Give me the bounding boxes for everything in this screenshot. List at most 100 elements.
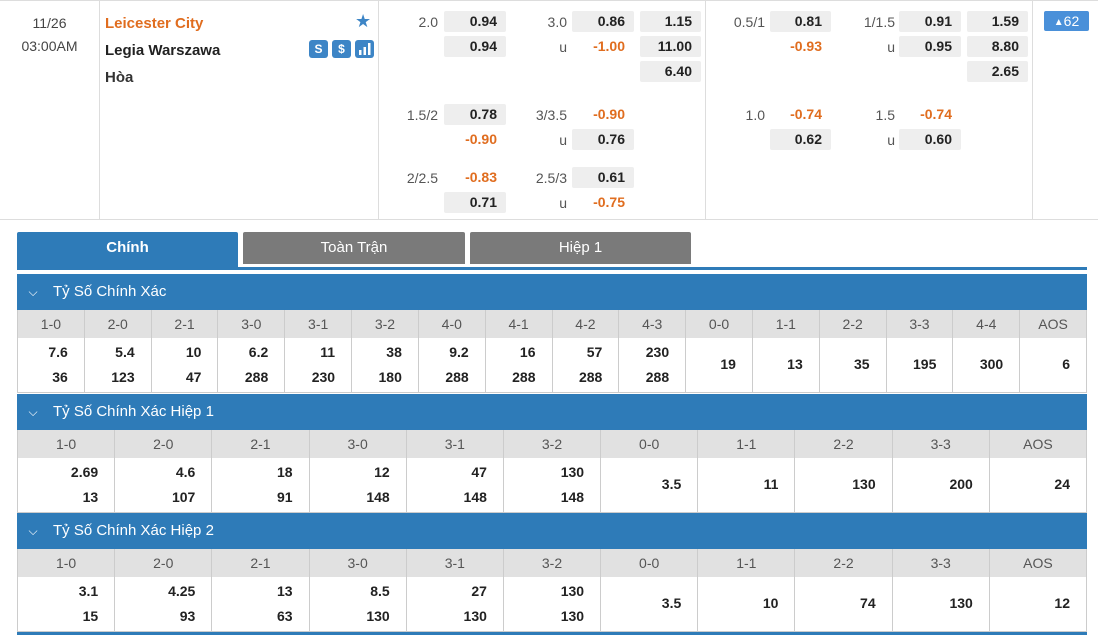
odds-single[interactable]: 13 <box>787 356 803 372</box>
score-odds-cell[interactable]: 18 91 <box>212 458 310 513</box>
odds-top[interactable]: 130 <box>560 583 585 599</box>
score-odds-cell[interactable]: 35 <box>819 338 887 393</box>
odds-bottom[interactable]: 91 <box>276 489 293 505</box>
score-odds-cell[interactable]: 24 <box>989 458 1087 513</box>
score-odds-cell[interactable]: 12 <box>989 577 1087 632</box>
odds-bottom[interactable]: 15 <box>82 608 99 624</box>
odds-cell[interactable]: 0.62 <box>770 129 831 150</box>
odds-bottom[interactable]: 148 <box>560 489 585 505</box>
score-odds-cell[interactable]: 2.69 13 <box>18 458 116 513</box>
odds-cell[interactable]: 2.65 <box>967 61 1028 82</box>
score-odds-cell[interactable]: 300 <box>953 338 1021 393</box>
score-odds-cell[interactable]: 4.6 107 <box>115 458 213 513</box>
score-odds-cell[interactable]: 11 <box>698 458 796 513</box>
score-odds-cell[interactable]: 7.6 36 <box>18 338 85 393</box>
section-header-correct-score[interactable]: ⌵ Tỷ Số Chính Xác <box>17 274 1087 310</box>
score-odds-cell[interactable]: 57 288 <box>552 338 620 393</box>
odds-top[interactable]: 4.25 <box>168 583 196 599</box>
odds-top[interactable]: 7.6 <box>48 344 68 360</box>
odds-bottom[interactable]: 288 <box>445 369 469 385</box>
odds-top[interactable]: 4.6 <box>175 464 196 480</box>
odds-bottom[interactable]: 288 <box>645 369 670 385</box>
odds-bottom[interactable]: 288 <box>512 369 536 385</box>
odds-bottom[interactable]: 148 <box>366 489 390 505</box>
odds-top[interactable]: 47 <box>471 464 487 480</box>
chevron-down-icon[interactable]: ⌵ <box>28 285 38 299</box>
odds-bottom[interactable]: 107 <box>171 489 196 505</box>
odds-cell[interactable]: 0.91 <box>899 11 961 32</box>
score-odds-cell[interactable]: 195 <box>886 338 954 393</box>
odds-single[interactable]: 130 <box>852 476 876 492</box>
score-odds-cell[interactable]: 10 <box>698 577 796 632</box>
score-odds-cell[interactable]: 6 <box>1020 338 1087 393</box>
score-odds-cell[interactable]: 38 180 <box>352 338 419 393</box>
odds-top[interactable]: 3.1 <box>78 583 99 599</box>
score-odds-cell[interactable]: 130 <box>892 577 990 632</box>
odds-single[interactable]: 74 <box>860 595 876 611</box>
score-odds-cell[interactable]: 130 <box>795 458 893 513</box>
odds-single[interactable]: 3.5 <box>661 595 682 611</box>
odds-top[interactable]: 16 <box>519 344 536 360</box>
odds-cell[interactable]: 6.40 <box>640 61 701 82</box>
odds-top[interactable]: 9.2 <box>449 344 469 360</box>
odds-cell[interactable]: 1.59 <box>967 11 1028 32</box>
odds-cell[interactable]: 0.86 <box>572 11 634 32</box>
odds-cell[interactable]: 0.78 <box>444 104 506 125</box>
odds-bottom[interactable]: 130 <box>463 608 487 624</box>
odds-top[interactable]: 11 <box>320 344 336 360</box>
odds-cell[interactable]: 8.80 <box>967 36 1028 57</box>
score-odds-cell[interactable]: 130 130 <box>503 577 602 632</box>
odds-bottom[interactable]: 63 <box>276 608 293 624</box>
odds-single[interactable]: 19 <box>720 356 736 372</box>
odds-cell[interactable]: -0.90 <box>593 106 625 122</box>
odds-bottom[interactable]: 123 <box>111 369 135 385</box>
odds-cell[interactable]: 0.76 <box>572 129 634 150</box>
odds-single[interactable]: 300 <box>979 356 1004 372</box>
odds-top[interactable]: 38 <box>386 344 402 360</box>
odds-cell[interactable]: -0.83 <box>465 169 497 185</box>
score-odds-cell[interactable]: 11 230 <box>285 338 353 393</box>
odds-top[interactable]: 230 <box>645 344 670 360</box>
tab-main[interactable]: Chính <box>17 232 238 269</box>
odds-single[interactable]: 35 <box>853 356 870 372</box>
away-team-name[interactable]: Legia Warszawa <box>105 42 221 59</box>
odds-cell[interactable]: 0.60 <box>899 129 961 150</box>
odds-bottom[interactable]: 130 <box>366 608 390 624</box>
chart-icon[interactable] <box>355 40 374 58</box>
chevron-down-icon[interactable]: ⌵ <box>28 405 38 419</box>
odds-cell[interactable]: 0.94 <box>444 11 506 32</box>
score-odds-cell[interactable]: 200 <box>892 458 990 513</box>
odds-cell[interactable]: 11.00 <box>640 36 701 57</box>
odds-single[interactable]: 11 <box>763 476 779 492</box>
score-odds-cell[interactable]: 8.5 130 <box>309 577 407 632</box>
odds-cell[interactable]: 0.71 <box>444 192 506 213</box>
score-odds-cell[interactable]: 19 <box>686 338 753 393</box>
score-odds-cell[interactable]: 5.4 123 <box>84 338 152 393</box>
score-odds-cell[interactable]: 3.5 <box>601 458 699 513</box>
odds-cell[interactable]: 0.95 <box>899 36 961 57</box>
score-odds-cell[interactable]: 13 63 <box>212 577 310 632</box>
odds-bottom[interactable]: 288 <box>244 369 269 385</box>
odds-single[interactable]: 10 <box>762 595 779 611</box>
odds-cell[interactable]: 0.81 <box>770 11 831 32</box>
score-odds-cell[interactable]: 230 288 <box>619 338 687 393</box>
odds-top[interactable]: 57 <box>586 344 603 360</box>
odds-bottom[interactable]: 288 <box>578 369 603 385</box>
odds-single[interactable]: 3.5 <box>661 476 682 492</box>
odds-single[interactable]: 195 <box>913 356 937 372</box>
odds-single[interactable]: 200 <box>949 476 973 492</box>
odds-top[interactable]: 2.69 <box>70 464 99 480</box>
odds-top[interactable]: 27 <box>471 583 487 599</box>
tab-first-half[interactable]: Hiệp 1 <box>470 232 691 264</box>
home-team-name[interactable]: Leicester City <box>105 15 204 32</box>
favorite-star-icon[interactable]: ★ <box>355 11 372 31</box>
odds-bottom[interactable]: 230 <box>311 369 336 385</box>
odds-top[interactable]: 5.4 <box>115 344 135 360</box>
score-odds-cell[interactable]: 9.2 288 <box>418 338 486 393</box>
odds-single[interactable]: 130 <box>949 595 973 611</box>
more-markets-button[interactable]: ▲62 <box>1044 11 1089 31</box>
odds-bottom[interactable]: 180 <box>378 369 402 385</box>
odds-top[interactable]: 6.2 <box>248 344 269 360</box>
chevron-down-icon[interactable]: ⌵ <box>28 524 38 538</box>
odds-cell[interactable]: -0.93 <box>790 38 822 54</box>
